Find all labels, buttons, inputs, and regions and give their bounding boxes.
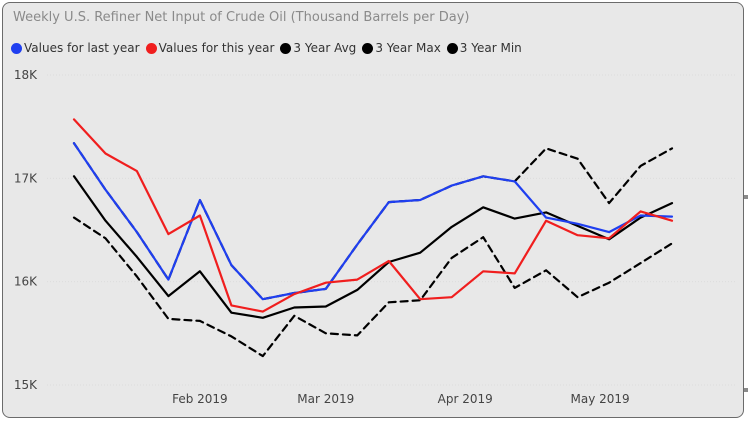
legend-label-3yr-max: 3 Year Max [375,41,441,55]
line-chart-plot: 15K 16K 17K 18K Feb 2019 Mar 2019 Apr 2019 May … [14,68,735,406]
x-tick-label-Feb-2019: Feb 2019 [172,392,228,406]
legend-label-3yr-avg: 3 Year Avg [293,41,357,55]
chart-title: Weekly U.S. Refiner Net Input of Crude O… [13,10,470,25]
legend-item-3yr-max[interactable]: 3 Year Max [362,41,441,55]
y-tick-label-17K: 17K [14,171,38,185]
series-line-3-year-min [72,216,674,358]
chart-visual[interactable]: Weekly U.S. Refiner Net Input of Crude O… [2,2,744,418]
x-tick-label-Mar-2019: Mar 2019 [297,392,354,406]
legend-label-this-year: Values for this year [158,41,275,55]
x-tick-label-May-2019: May 2019 [571,392,630,406]
legend-dot-3yr-avg [280,42,292,54]
x-tick-label-Apr-2019: Apr 2019 [438,392,493,406]
legend-label-last-year: Values for last year [24,41,140,55]
legend-dot-this-year [145,42,157,54]
y-tick-label-15K: 15K [14,378,38,392]
legend-dot-last-year [11,42,22,54]
legend-item-last-year[interactable]: Values for last year [11,41,140,55]
legend-dot-3yr-min [446,42,458,54]
series-line-values-for-last-year [72,142,674,301]
legend-item-3yr-min[interactable]: 3 Year Min [446,41,522,55]
legend-item-3yr-avg[interactable]: 3 Year Avg [280,41,356,55]
chart-legend: Values for last year Values for this yea… [11,41,528,55]
legend-dot-3yr-max [362,42,374,54]
legend-label-3yr-min: 3 Year Min [459,41,522,55]
y-tick-label-16K: 16K [14,275,38,289]
y-tick-label-18K: 18K [14,68,38,82]
series-line-values-for-this-year [72,118,674,313]
resize-handle-bottom-right[interactable] [744,388,748,392]
legend-item-this-year[interactable]: Values for this year [145,41,275,55]
resize-handle-right[interactable] [744,195,748,199]
series-line-3-year-avg [72,175,674,319]
